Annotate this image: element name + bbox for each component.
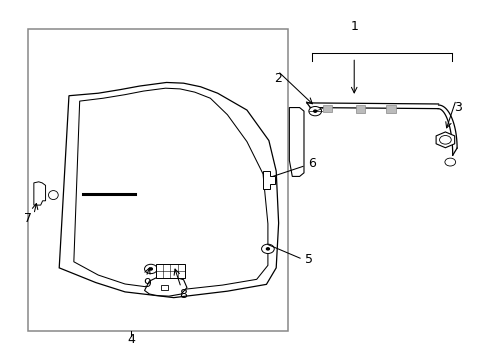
Circle shape (144, 264, 157, 274)
Text: 5: 5 (304, 253, 312, 266)
Circle shape (266, 248, 269, 250)
Text: 3: 3 (453, 101, 461, 114)
Bar (27, 30, 288, 330)
Text: 4: 4 (127, 333, 135, 346)
Polygon shape (263, 171, 274, 189)
Polygon shape (144, 277, 186, 296)
Text: 9: 9 (143, 277, 151, 290)
Bar (355, 105, 365, 113)
Bar (160, 285, 168, 291)
Bar (322, 104, 331, 112)
Polygon shape (74, 88, 267, 291)
Circle shape (149, 268, 152, 270)
Text: 1: 1 (349, 20, 357, 33)
Bar (385, 105, 395, 113)
Ellipse shape (48, 190, 58, 199)
Circle shape (261, 244, 274, 253)
Circle shape (313, 110, 316, 112)
Polygon shape (435, 132, 454, 148)
Text: 8: 8 (179, 288, 187, 301)
Text: 6: 6 (307, 157, 315, 170)
Polygon shape (289, 108, 304, 176)
Text: 7: 7 (24, 212, 32, 225)
FancyBboxPatch shape (156, 264, 184, 278)
Polygon shape (34, 182, 45, 205)
Circle shape (444, 158, 455, 166)
Circle shape (439, 135, 450, 144)
Polygon shape (59, 82, 278, 298)
Text: 2: 2 (273, 72, 281, 85)
Circle shape (308, 107, 321, 116)
